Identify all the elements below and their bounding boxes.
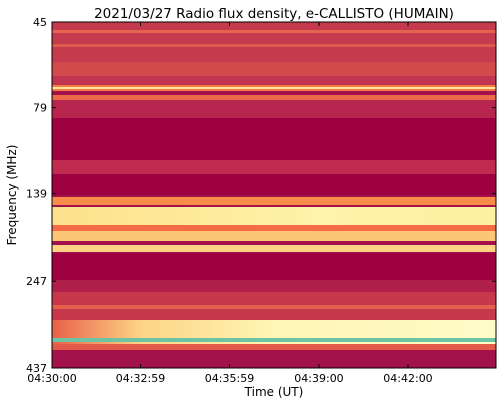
x-tick-label: 04:39:00 (294, 372, 343, 385)
spectrogram-band (52, 225, 496, 231)
spectrogram-band (52, 76, 496, 85)
y-tick-label: 437 (26, 362, 47, 375)
spectrogram-band (52, 350, 496, 368)
y-tick-label: 139 (26, 188, 47, 201)
y-tick-label: 79 (33, 102, 47, 115)
x-tick-label: 04:30:00 (27, 372, 76, 385)
spectrogram-band (52, 95, 496, 100)
x-axis-label: Time (UT) (244, 385, 304, 399)
spectrogram (52, 22, 496, 368)
spectrogram-band (52, 305, 496, 309)
spectrogram-band (52, 118, 496, 160)
spectrogram-band (52, 207, 496, 225)
x-tick-label: 04:32:59 (116, 372, 165, 385)
x-tick-label: 04:35:59 (205, 372, 254, 385)
spectrogram-band (52, 338, 496, 342)
x-tick-label: 04:42:00 (383, 372, 432, 385)
spectrogram-band (52, 22, 496, 62)
spectrogram-band (52, 87, 496, 89)
spectrogram-band (52, 160, 496, 174)
spectrogram-band (52, 62, 496, 76)
spectrogram-band (52, 174, 496, 195)
spectrogram-band (52, 344, 496, 350)
y-tick-label: 247 (26, 275, 47, 288)
spectrogram-band (52, 280, 496, 292)
spectrogram-band (52, 44, 496, 47)
plot-frame (51, 21, 497, 369)
spectrogram-band (52, 253, 496, 280)
spectrogram-band (52, 197, 496, 205)
spectrogram-band (52, 231, 496, 241)
spectrogram-band (52, 100, 496, 118)
spectrogram-band (52, 30, 496, 33)
y-tick-label: 45 (33, 16, 47, 29)
y-axis-label: Frequency (MHz) (5, 145, 19, 246)
chart-title: 2021/03/27 Radio flux density, e-CALLIST… (94, 6, 454, 22)
spectrogram-band (52, 245, 496, 252)
